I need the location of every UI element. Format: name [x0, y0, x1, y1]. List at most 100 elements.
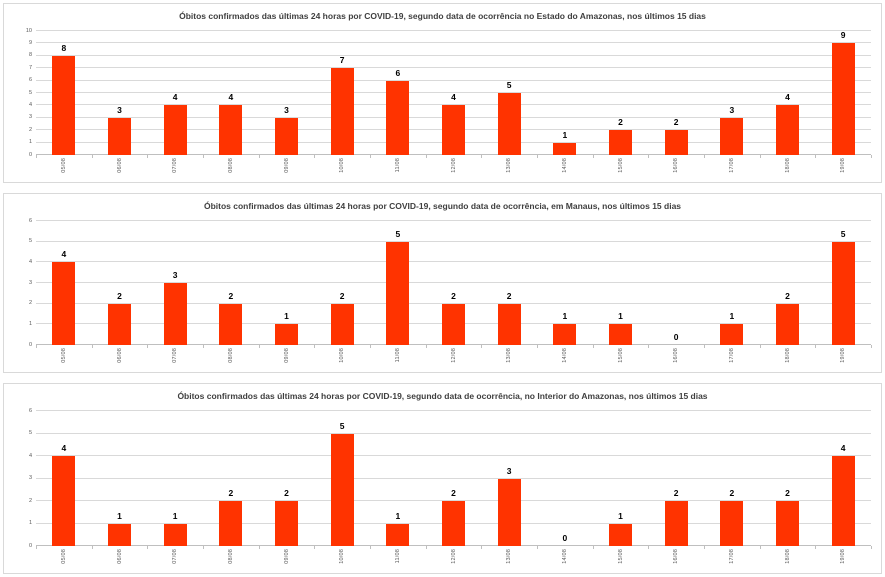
- x-tick-label: 17/08: [729, 348, 735, 368]
- axis-tick-mark: [537, 155, 538, 158]
- bar-value-label: 1: [117, 510, 122, 521]
- bar: [330, 433, 354, 546]
- x-tick-label: 15/08: [618, 549, 624, 569]
- y-tick-label: 1: [28, 320, 32, 327]
- bar: [553, 142, 577, 155]
- x-tick-label-text: 15/08: [617, 158, 624, 173]
- bar-value-label: 4: [451, 92, 456, 103]
- bar-value-label: 5: [395, 228, 401, 239]
- x-tick-label: 11/08: [395, 348, 401, 367]
- x-tick-label-text: 08/08: [227, 549, 234, 564]
- bar: [720, 501, 744, 546]
- axis-tick-mark: [203, 155, 204, 158]
- axis-tick-mark: [759, 155, 761, 158]
- bar: [52, 55, 76, 155]
- y-tick-label: 0: [28, 341, 32, 348]
- x-tick-label: 07/08: [172, 549, 178, 569]
- gridline: [36, 79, 871, 81]
- axis-tick-mark: [592, 155, 594, 158]
- bar: [497, 478, 521, 546]
- bar: [219, 501, 243, 546]
- x-tick-label: 13/08: [506, 348, 512, 368]
- bar-value-label: 8: [61, 42, 67, 53]
- x-tick-label: 18/08: [785, 549, 791, 569]
- bar: [442, 105, 465, 155]
- bar: [442, 303, 465, 345]
- bar: [664, 130, 688, 155]
- gridline: [36, 500, 871, 501]
- bar-value-label: 4: [840, 443, 846, 454]
- axis-tick-mark: [648, 155, 650, 158]
- bar: [720, 117, 744, 155]
- x-tick-label-text: 09/08: [283, 348, 290, 363]
- bar: [664, 501, 688, 546]
- x-tick-label-text: 05/08: [60, 158, 67, 173]
- bar-value-label: 2: [339, 290, 345, 301]
- x-tick-label-text: 18/08: [784, 549, 791, 564]
- x-axis: 05/08 06/08 07/08 08/08 09/08 10/08 11/08 12/08…: [36, 155, 871, 180]
- x-tick-label-text: 16/08: [673, 348, 680, 363]
- axis-tick-mark: [258, 546, 260, 549]
- y-tick-label: 4: [28, 452, 32, 459]
- bar-value-label: 4: [785, 92, 790, 103]
- y-tick-label: 1: [28, 519, 32, 526]
- bar: [720, 324, 744, 345]
- x-tick-label-text: 06/08: [116, 348, 123, 363]
- chart-panel-interior-amazonas: Óbitos confirmados das últimas 24 horas …: [3, 383, 882, 574]
- x-tick-label: 17/08: [729, 158, 735, 178]
- x-tick-label-text: 08/08: [227, 158, 234, 173]
- x-tick-label-text: 19/08: [840, 549, 847, 564]
- bar: [108, 523, 131, 546]
- bar: [497, 93, 521, 155]
- x-tick-label: 07/08: [172, 348, 178, 368]
- x-tick-label: 09/08: [284, 549, 290, 569]
- x-tick-label: 07/08: [172, 158, 178, 178]
- bar: [108, 303, 131, 345]
- axis-tick-mark: [815, 546, 817, 549]
- axis-tick-mark: [537, 546, 538, 549]
- bar-value-label: 2: [117, 290, 122, 301]
- x-tick-label: 05/08: [61, 158, 67, 178]
- bar-value-label: 2: [451, 488, 456, 499]
- axis-tick-mark: [759, 546, 761, 549]
- x-axis: 05/08 06/08 07/08 08/08 09/08 10/08 11/08 12/08…: [36, 345, 871, 370]
- axis-tick-mark: [871, 155, 872, 158]
- bar-value-label: 3: [284, 104, 289, 115]
- x-tick-label: 15/08: [618, 158, 624, 178]
- axis-tick-mark: [704, 155, 705, 158]
- y-tick-label: 1: [28, 138, 32, 145]
- x-tick-label: 10/08: [339, 549, 345, 569]
- x-tick-label: 08/08: [228, 158, 234, 178]
- y-tick-label: 2: [28, 126, 32, 133]
- chart-body: 0 1 2 3 4 5 6 7 8 9 10 8 3 4 4 3 7 6 4 5 1 2 2 3 4 9 05/08 06/08 07…: [26, 28, 872, 180]
- axis-tick-mark: [871, 546, 872, 549]
- bar-value-label: 2: [673, 488, 679, 499]
- bar: [386, 80, 410, 155]
- bar: [219, 105, 243, 155]
- x-tick-label: 11/08: [395, 158, 401, 177]
- y-tick-label: 0: [28, 151, 32, 158]
- axis-tick-mark: [203, 546, 204, 549]
- x-tick-label-text: 05/08: [60, 348, 67, 363]
- chart-title: Óbitos confirmados das últimas 24 horas …: [177, 391, 708, 401]
- y-tick-label: 8: [28, 52, 32, 59]
- bar: [386, 523, 410, 546]
- axis-tick-mark: [370, 546, 371, 549]
- bar: [776, 303, 799, 345]
- axis-tick-mark: [370, 345, 371, 348]
- gridline: [36, 302, 871, 304]
- bar: [442, 501, 465, 546]
- axis-tick-mark: [314, 155, 316, 158]
- y-tick-label: 9: [28, 39, 32, 46]
- x-tick-label-text: 14/08: [561, 549, 568, 564]
- bar: [497, 303, 521, 345]
- bar: [831, 456, 855, 546]
- bar-value-label: 2: [506, 290, 512, 301]
- axis-tick-mark: [481, 546, 483, 549]
- x-tick-label: 05/08: [61, 348, 67, 368]
- axis-tick-mark: [91, 345, 93, 348]
- bar-value-label: 3: [506, 465, 512, 476]
- bar: [52, 456, 76, 546]
- bar-value-label: 2: [673, 117, 679, 128]
- gridline: [36, 240, 871, 242]
